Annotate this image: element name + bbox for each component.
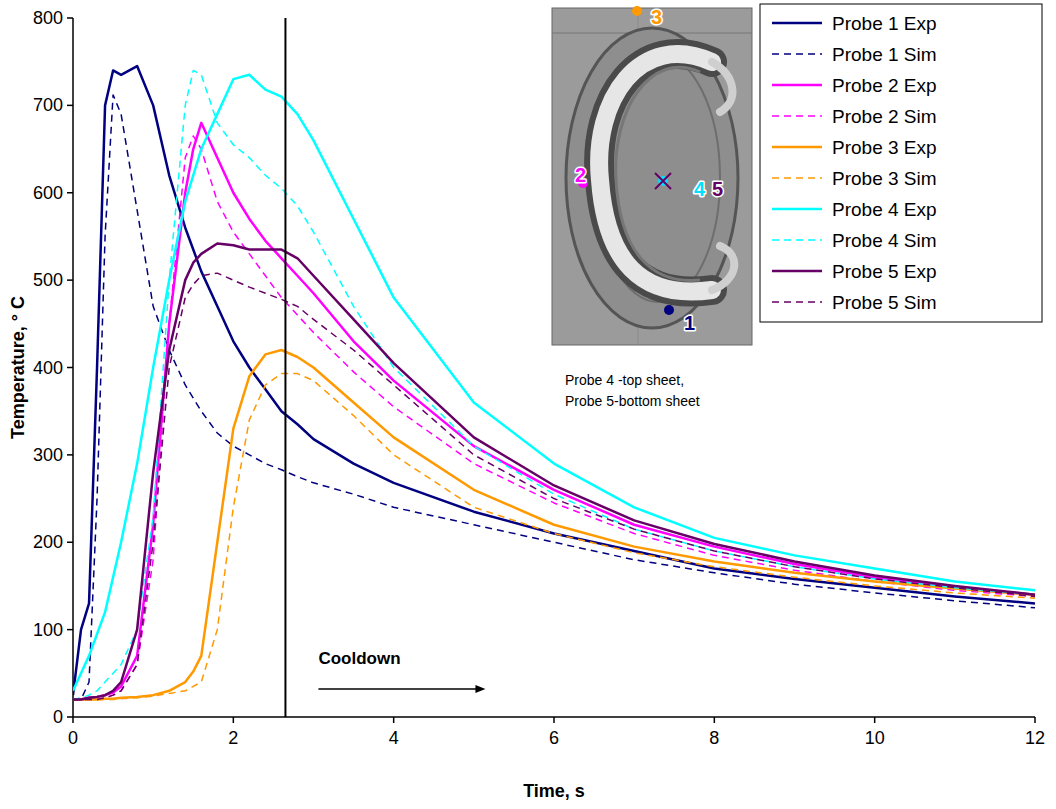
legend-swatch <box>772 84 822 87</box>
x-tick <box>874 717 876 723</box>
annotation-arrow <box>318 688 477 690</box>
annotation: Cooldown <box>285 18 485 717</box>
inset-weld-c <box>599 54 712 291</box>
probe-label: 1 <box>684 312 695 334</box>
inset-caption: Probe 4 -top sheet, <box>565 372 684 388</box>
legend-label: Probe 4 Exp <box>832 199 937 220</box>
probe-marker <box>664 305 674 315</box>
inset-weld-swirl <box>712 62 732 112</box>
probe-label: 2 <box>575 164 586 186</box>
legend-label: Probe 1 Sim <box>832 44 937 65</box>
inset-weld-outline <box>596 54 720 302</box>
legend-swatch <box>772 208 822 211</box>
x-tick <box>553 717 555 723</box>
x-axis-title: Time, s <box>523 781 585 801</box>
legend-swatch <box>772 270 822 273</box>
legend-label: Probe 5 Sim <box>832 292 937 313</box>
legend-swatch <box>772 53 822 55</box>
series-line <box>73 123 1035 700</box>
x-tick <box>714 717 716 723</box>
y-tick-label: 0 <box>53 707 63 727</box>
x-tick-label: 0 <box>68 728 78 748</box>
y-tick <box>67 192 73 194</box>
legend-swatch <box>772 177 822 179</box>
y-tick-label: 500 <box>33 270 63 290</box>
x-tick-label: 12 <box>1025 728 1045 748</box>
chart: 12345Probe 4 -top sheet,Probe 5-bottom s… <box>0 0 1056 809</box>
y-tick <box>67 17 73 19</box>
legend-box <box>760 4 1042 322</box>
inset-weld-c <box>599 54 712 291</box>
legend-label: Probe 3 Sim <box>832 168 937 189</box>
y-tick-label: 400 <box>33 358 63 378</box>
y-tick-label: 800 <box>33 8 63 28</box>
y-tick <box>67 279 73 281</box>
legend-label: Probe 2 Exp <box>832 75 937 96</box>
x-tick-label: 8 <box>709 728 719 748</box>
x-tick <box>393 717 395 723</box>
series-line <box>73 350 1035 700</box>
y-tick-label: 200 <box>33 532 63 552</box>
y-tick-label: 600 <box>33 183 63 203</box>
series-line <box>73 75 1035 691</box>
series-line <box>73 273 1035 699</box>
y-tick-label: 300 <box>33 445 63 465</box>
y-tick <box>67 454 73 456</box>
series-line <box>73 374 1035 700</box>
legend-label: Probe 1 Exp <box>832 13 937 34</box>
x-tick-label: 4 <box>389 728 399 748</box>
legend-swatch <box>772 239 822 241</box>
axes: 0100200300400500600700800024681012Time, … <box>8 8 1045 801</box>
cooldown-line <box>284 18 286 717</box>
series-line <box>73 95 1035 700</box>
inset-weld-swirl <box>616 67 700 280</box>
legend-swatch <box>772 115 822 117</box>
legend: Probe 1 Exp Probe 1 Sim Probe 2 Exp Probe 2… <box>760 4 1042 322</box>
legend-swatch <box>772 22 822 25</box>
x-tick-label: 10 <box>865 728 885 748</box>
legend-swatch <box>772 301 822 303</box>
x-tick <box>72 717 74 723</box>
annotation-arrowhead <box>475 685 485 693</box>
y-tick <box>67 105 73 107</box>
y-tick <box>67 542 73 544</box>
inset-caption: Probe 5-bottom sheet <box>565 393 700 409</box>
x-tick <box>233 717 235 723</box>
probe-label: 3 <box>651 6 662 28</box>
inset-weld-outline <box>566 28 738 328</box>
legend-label: Probe 5 Exp <box>832 261 937 282</box>
inset-photo <box>552 8 752 345</box>
inset-weld-swirl <box>712 246 734 290</box>
y-tick-label: 100 <box>33 620 63 640</box>
legend-label: Probe 2 Sim <box>832 106 937 127</box>
y-axis-title: Temperature, ° C <box>8 296 28 439</box>
y-tick-label: 700 <box>33 95 63 115</box>
x-tick <box>1034 717 1036 723</box>
y-tick <box>67 367 73 369</box>
x-tick-label: 2 <box>228 728 238 748</box>
probe-marker <box>655 173 671 189</box>
annotation-text: Cooldown <box>318 649 400 668</box>
probe-label: 5 <box>712 178 723 200</box>
x-tick-label: 6 <box>549 728 559 748</box>
y-tick <box>67 629 73 631</box>
legend-label: Probe 3 Exp <box>832 137 937 158</box>
probe-label: 4 <box>694 178 706 200</box>
probe-marker <box>632 6 642 16</box>
series-line <box>73 243 1035 699</box>
y-tick <box>67 716 73 718</box>
inset: 1 2 3 45 Probe 4 -top sheet, Probe 5-bottom s… <box>552 6 752 409</box>
legend-swatch <box>772 146 822 149</box>
legend-label: Probe 4 Sim <box>832 230 937 251</box>
